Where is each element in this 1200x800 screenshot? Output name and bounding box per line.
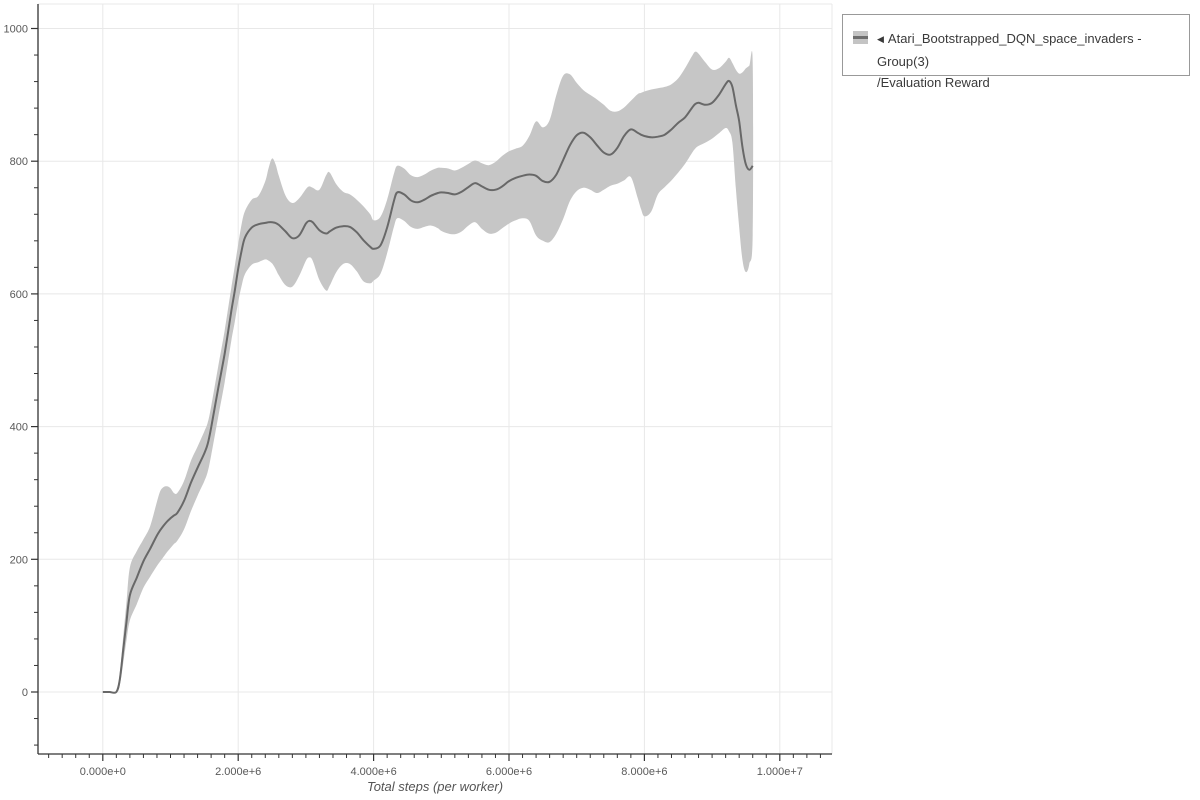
y-tick-label: 400	[10, 422, 28, 434]
confidence-band	[102, 50, 754, 694]
reward-line	[102, 79, 754, 694]
legend-text: ◀ Atari_Bootstrapped_DQN_space_invaders -…	[877, 28, 1181, 93]
line-swatch	[853, 36, 868, 39]
legend-metric-label: /Evaluation Reward	[877, 75, 990, 90]
y-tick-label: 800	[10, 156, 28, 168]
y-tick-label: 0	[22, 687, 28, 699]
x-tick-label: 4.000e+6	[351, 766, 397, 778]
x-tick-label: 1.000e+7	[757, 766, 803, 778]
x-tick-label: 2.000e+6	[215, 766, 261, 778]
legend-entry[interactable]: ◀ Atari_Bootstrapped_DQN_space_invaders -…	[843, 15, 1189, 93]
y-tick-label: 1000	[4, 24, 28, 36]
legend-series-label: Atari_Bootstrapped_DQN_space_invaders - …	[877, 31, 1142, 69]
y-tick-label: 600	[10, 289, 28, 301]
legend: ◀ Atari_Bootstrapped_DQN_space_invaders -…	[842, 14, 1190, 90]
x-axis-title: Total steps (per worker)	[366, 779, 504, 794]
y-tick-label: 200	[10, 554, 28, 566]
x-tick-label: 8.000e+6	[621, 766, 667, 778]
collapse-triangle-icon[interactable]: ◀	[877, 34, 884, 44]
series-swatch-icon	[853, 31, 868, 44]
x-tick-label: 0.000e+0	[80, 766, 126, 778]
x-tick-label: 6.000e+6	[486, 766, 532, 778]
